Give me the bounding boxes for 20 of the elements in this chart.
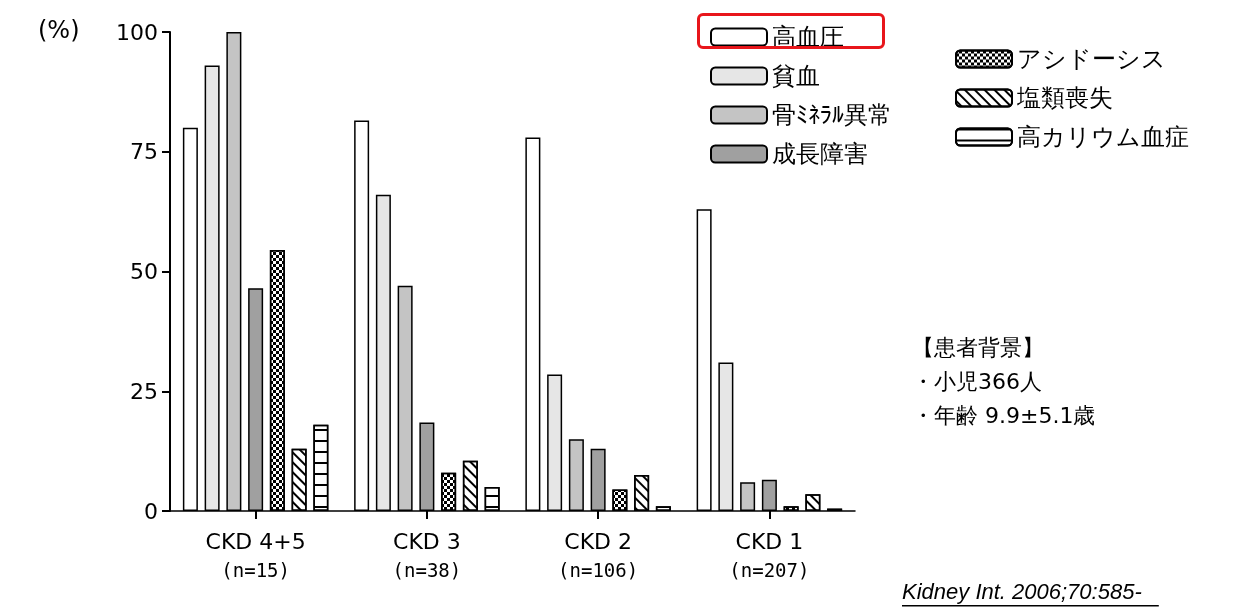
y-tick-label: 0 [144, 498, 158, 524]
text: ・年齢 9.9±5.1歳 [912, 402, 1096, 428]
legend-label: アシドーシス [1017, 45, 1166, 73]
x-tick-label: CKD 2 (n=106) [558, 528, 639, 581]
y-axis-title: (%) [38, 16, 80, 44]
y-tick-label: 75 [130, 139, 158, 165]
text: 【患者背景】 [912, 334, 1044, 360]
text: Kidney Int. 2006;70:585- [902, 578, 1142, 604]
legend-label: 高カリウム血症 [1017, 123, 1189, 151]
x-tick-label: CKD 4+5 (n=15) [205, 528, 306, 581]
y-tick-label: 25 [130, 378, 158, 404]
legend-label: 貧血 [772, 62, 820, 90]
y-tick-label: 100 [116, 19, 158, 45]
legend-label: 塩類喪失 [1016, 84, 1113, 112]
text: ・小児366人 [912, 368, 1042, 394]
y-tick-label: 50 [130, 259, 158, 284]
legend-label: 成長障害 [772, 140, 868, 168]
x-tick-label: CKD 3 (n=38) [392, 528, 462, 581]
legend-label: 骨ﾐﾈﾗﾙ異常 [772, 101, 892, 129]
x-tick-label: CKD 1 (n=207) [729, 528, 810, 581]
